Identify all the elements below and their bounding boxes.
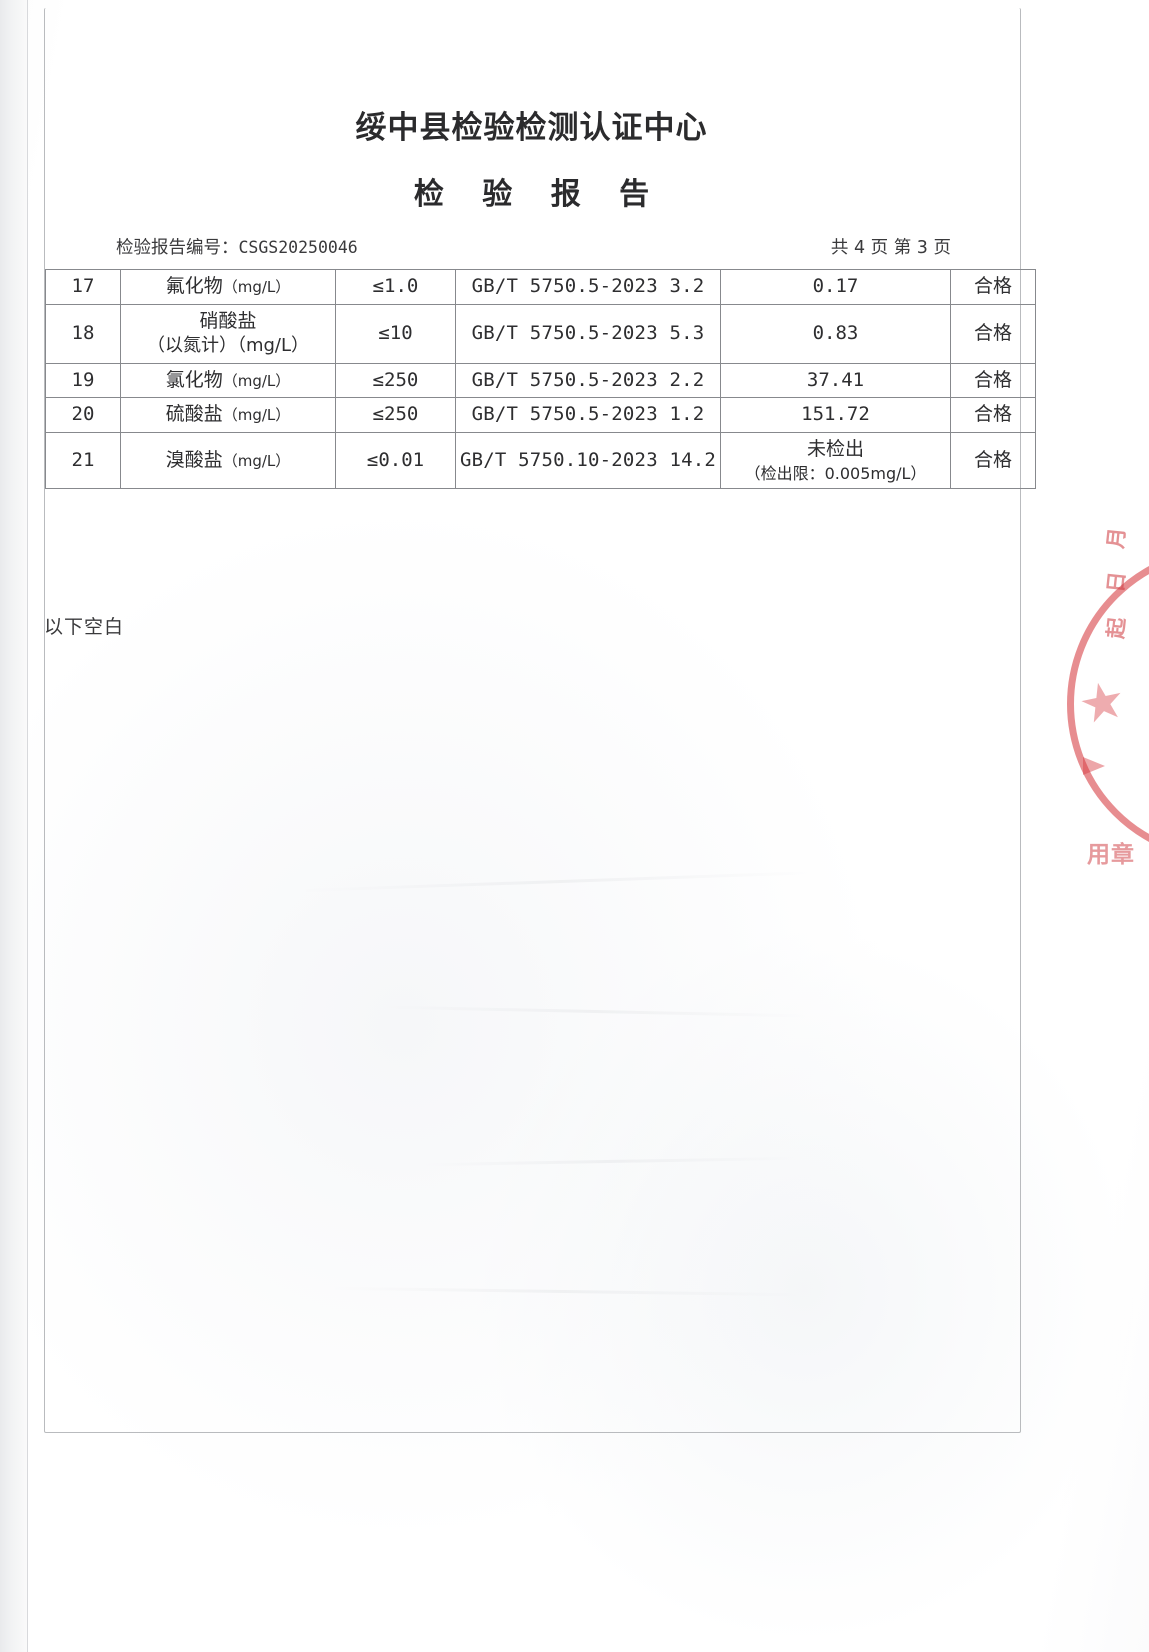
test-item: 溴酸盐（mg/L） bbox=[120, 431, 336, 490]
test-result: 37.41 bbox=[720, 362, 951, 399]
test-method: GB/T 5750.5-2023 3.2 bbox=[455, 269, 721, 305]
test-result: 未检出 （检出限：0.005mg/L） bbox=[720, 431, 951, 490]
row-number: 20 bbox=[45, 397, 121, 433]
limit-value: ≤250 bbox=[335, 397, 456, 433]
row-number: 17 bbox=[45, 269, 121, 305]
table-row: 21 溴酸盐（mg/L） ≤0.01 GB/T 5750.10-2023 14.… bbox=[45, 431, 1036, 490]
page-indicator: 共 4 页 第 3 页 bbox=[830, 238, 951, 258]
test-item-name: 硝酸盐 bbox=[199, 309, 257, 332]
test-item-unit: （mg/L） bbox=[222, 451, 291, 470]
verdict: 合格 bbox=[950, 397, 1036, 433]
test-item-unit: （mg/L） bbox=[222, 278, 291, 296]
report-meta-row: 检验报告编号：CSGS20250046 共 4 页 第 3 页 bbox=[44, 234, 1019, 260]
test-item: 氯化物（mg/L） bbox=[120, 362, 336, 399]
limit-value: ≤10 bbox=[335, 303, 456, 364]
table-body: 17 氟化物（mg/L） ≤1.0 GB/T 5750.5-2023 3.2 0… bbox=[45, 269, 1036, 490]
test-item: 硝酸盐 （以氮计）（mg/L） bbox=[120, 303, 336, 364]
limit-value: ≤1.0 bbox=[335, 269, 456, 305]
test-item-name: 溴酸盐 bbox=[165, 448, 223, 471]
test-item-name: 硫酸盐 bbox=[165, 403, 223, 426]
organization-title: 绥中县检验检测认证中心 bbox=[355, 110, 708, 146]
test-item-unit: （mg/L） bbox=[222, 406, 291, 425]
test-result-value: 未检出 bbox=[806, 437, 864, 460]
row-number: 21 bbox=[45, 431, 121, 490]
limit-value: ≤0.01 bbox=[335, 431, 456, 490]
verdict: 合格 bbox=[950, 303, 1036, 364]
test-result-value: 151.72 bbox=[801, 403, 870, 426]
test-result: 0.17 bbox=[720, 269, 951, 305]
test-result: 0.83 bbox=[720, 303, 951, 364]
test-result-detection-limit: （检出限：0.005mg/L） bbox=[744, 463, 927, 483]
test-result-value: 0.17 bbox=[812, 275, 859, 297]
page-title: 检 验 报 告 bbox=[413, 177, 664, 213]
test-item: 硫酸盐（mg/L） bbox=[120, 397, 336, 433]
report-number-label: 检验报告编号： bbox=[116, 238, 239, 258]
table-row: 18 硝酸盐 （以氮计）（mg/L） ≤10 GB/T 5750.5-2023 5… bbox=[45, 303, 1036, 364]
test-item: 氟化物（mg/L） bbox=[120, 269, 336, 305]
row-number: 18 bbox=[45, 303, 121, 364]
page-binding-edge bbox=[0, 0, 28, 1652]
verdict: 合格 bbox=[950, 362, 1036, 399]
test-results-table: 17 氟化物（mg/L） ≤1.0 GB/T 5750.5-2023 3.2 0… bbox=[45, 269, 1036, 490]
verdict: 合格 bbox=[950, 431, 1036, 490]
verdict: 合格 bbox=[950, 269, 1036, 305]
limit-value: ≤250 bbox=[335, 362, 456, 399]
test-result: 151.72 bbox=[720, 397, 951, 433]
report-number: 检验报告编号：CSGS20250046 bbox=[116, 234, 358, 259]
report-number-value: CSGS20250046 bbox=[238, 238, 358, 257]
test-item-unit: （以氮计）（mg/L） bbox=[146, 335, 310, 357]
test-item-name: 氟化物 bbox=[165, 275, 223, 297]
sheet-border bbox=[44, 8, 1021, 1433]
table-row: 20 硫酸盐（mg/L） ≤250 GB/T 5750.5-2023 1.2 1… bbox=[45, 397, 1036, 433]
table-row: 19 氯化物（mg/L） ≤250 GB/T 5750.5-2023 2.2 3… bbox=[45, 362, 1036, 399]
test-method: GB/T 5750.5-2023 5.3 bbox=[455, 303, 721, 364]
test-item-name: 氯化物 bbox=[165, 368, 223, 391]
test-method: GB/T 5750.10-2023 14.2 bbox=[455, 431, 721, 490]
blank-below-note: 以下空白 bbox=[44, 616, 125, 638]
test-method: GB/T 5750.5-2023 2.2 bbox=[455, 362, 721, 399]
test-item-unit: （mg/L） bbox=[222, 371, 291, 390]
test-result-value: 37.41 bbox=[806, 368, 865, 391]
table-row: 17 氟化物（mg/L） ≤1.0 GB/T 5750.5-2023 3.2 0… bbox=[45, 269, 1036, 305]
test-method: GB/T 5750.5-2023 1.2 bbox=[455, 397, 721, 433]
test-result-value: 0.83 bbox=[812, 321, 859, 344]
row-number: 19 bbox=[45, 362, 121, 399]
document-header: 绥中县检验检测认证中心 检 验 报 告 bbox=[44, 110, 1019, 213]
